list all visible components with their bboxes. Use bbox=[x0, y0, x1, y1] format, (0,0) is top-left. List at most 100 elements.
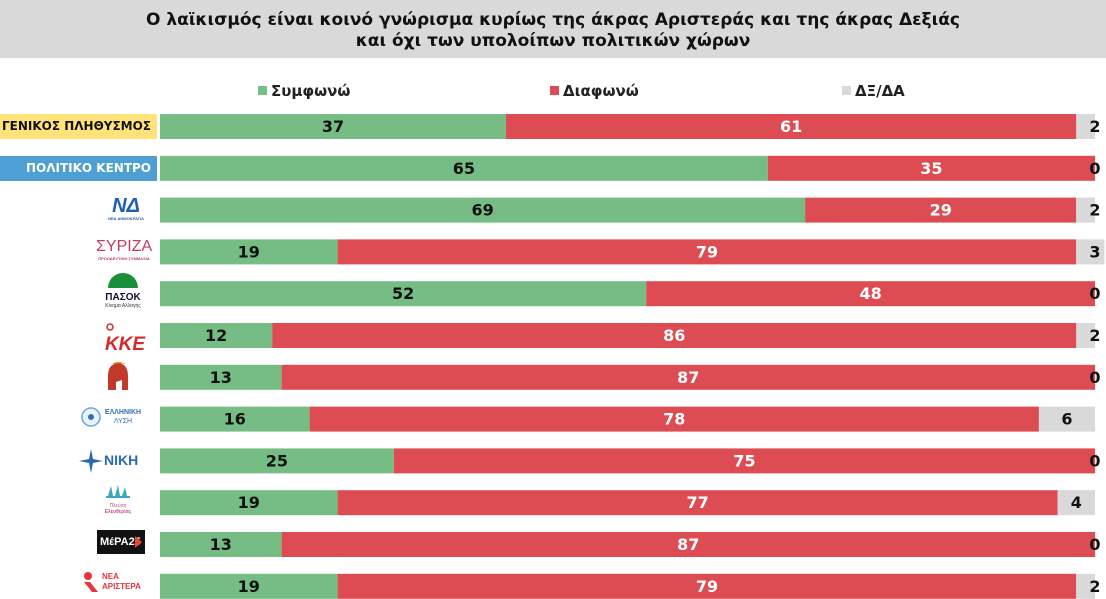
syriza-logo: ΣΥΡΙΖΑ ΠΡΟΟΔΕΥΤΙΚΗ ΣΥΜΜΑΧΙΑ bbox=[96, 238, 152, 261]
value-label-disagree-5: 86 bbox=[663, 326, 685, 345]
value-label-disagree-7: 78 bbox=[663, 410, 685, 429]
bar-agree-1 bbox=[160, 155, 768, 181]
value-label-agree-5: 12 bbox=[205, 326, 227, 345]
bar-dk-2 bbox=[1076, 197, 1095, 223]
kke-hammer-sickle-icon bbox=[106, 323, 114, 331]
plefsi-logo: Πλεύση Ελευθερίας bbox=[104, 484, 132, 515]
syriza-logo-sub: ΠΡΟΟΔΕΥΤΙΚΗ ΣΥΜΜΑΧΙΑ bbox=[98, 256, 150, 261]
bar-agree-10 bbox=[160, 532, 282, 557]
row-label-general: ΓΕΝΙΚΟΣ ΠΛΗΘΥΣΜΟΣ bbox=[0, 114, 157, 139]
value-label-dk-4: 0 bbox=[1089, 284, 1100, 303]
value-label-dk-8: 0 bbox=[1089, 451, 1100, 470]
mera25-arrow-icon bbox=[135, 536, 142, 548]
legend-agree-label: Συμφωνώ bbox=[271, 82, 351, 100]
value-label-agree-6: 13 bbox=[210, 368, 232, 387]
plefsi-ships-icon bbox=[106, 485, 130, 498]
bar-agree-8 bbox=[160, 448, 394, 474]
legend-dk-label: ΔΞ/ΔΑ bbox=[855, 82, 905, 100]
bar-disagree-0 bbox=[505, 114, 1077, 139]
bar-disagree-7 bbox=[309, 406, 1039, 432]
bar-disagree-6 bbox=[281, 364, 1096, 390]
value-label-dk-3: 3 bbox=[1089, 242, 1100, 261]
value-label-dk-1: 0 bbox=[1089, 159, 1100, 178]
pasok-logo: ΠΑΣΟΚ Κίνημα Αλλαγής bbox=[100, 272, 146, 309]
bar-disagree-3 bbox=[337, 239, 1077, 265]
spartiates-logo bbox=[102, 360, 132, 397]
niki-logo-mark: ΝΙΚΗ bbox=[104, 452, 139, 468]
pasok-logo-sub: Κίνημα Αλλαγής bbox=[105, 303, 141, 309]
bar-agree-6 bbox=[160, 364, 282, 390]
value-label-disagree-11: 79 bbox=[696, 577, 718, 596]
bar-disagree-1 bbox=[767, 155, 1096, 181]
value-label-agree-0: 37 bbox=[322, 117, 344, 136]
value-label-agree-4: 52 bbox=[392, 284, 414, 303]
value-label-disagree-3: 79 bbox=[696, 242, 718, 261]
bar-dk-7 bbox=[1038, 406, 1095, 432]
legend-agree: Συμφωνώ bbox=[258, 82, 350, 100]
nd-logo-sub: ΝΕΑ ΔΗΜΟΚΡΑΤΙΑ bbox=[108, 216, 144, 221]
bar-dk-9 bbox=[1057, 490, 1095, 516]
chart-title: Ο λαϊκισμός είναι κοινό γνώρισμα κυρίως … bbox=[0, 0, 1106, 58]
bar-agree-3 bbox=[160, 239, 338, 265]
bar-agree-4 bbox=[160, 281, 647, 307]
elliniki-lysi-text-1: ΕΛΛΗΝΙΚΗ bbox=[104, 409, 142, 416]
nd-logo-mark: ΝΔ bbox=[112, 195, 140, 217]
bar-disagree-11 bbox=[337, 573, 1077, 599]
value-label-dk-2: 2 bbox=[1089, 201, 1100, 220]
value-label-agree-9: 19 bbox=[238, 493, 260, 512]
value-label-disagree-10: 87 bbox=[677, 535, 699, 554]
legend-disagree-swatch bbox=[550, 86, 559, 95]
bar-agree-11 bbox=[160, 573, 338, 599]
value-label-disagree-2: 29 bbox=[930, 201, 952, 220]
value-label-dk-5: 2 bbox=[1089, 326, 1100, 345]
value-label-dk-10: 0 bbox=[1089, 535, 1100, 554]
niki-star-icon bbox=[79, 449, 103, 473]
legend-dk: ΔΞ/ΔΑ bbox=[842, 82, 905, 100]
bar-disagree-5 bbox=[272, 323, 1077, 348]
value-label-disagree-1: 35 bbox=[920, 159, 942, 178]
value-label-agree-11: 19 bbox=[238, 577, 260, 596]
nea-aristera-figure-icon bbox=[84, 572, 98, 592]
value-label-dk-9: 4 bbox=[1071, 493, 1082, 512]
value-label-agree-8: 25 bbox=[266, 451, 288, 470]
pasok-sun-icon bbox=[108, 273, 138, 288]
value-label-agree-2: 69 bbox=[471, 201, 493, 220]
value-label-agree-3: 19 bbox=[238, 242, 260, 261]
value-label-disagree-4: 48 bbox=[859, 284, 881, 303]
bar-dk-5 bbox=[1076, 323, 1095, 348]
value-label-dk-11: 2 bbox=[1089, 577, 1100, 596]
bar-dk-3 bbox=[1076, 239, 1105, 265]
legend-disagree-label: Διαφωνώ bbox=[563, 82, 639, 100]
pasok-logo-mark: ΠΑΣΟΚ bbox=[105, 292, 141, 303]
bar-disagree-10 bbox=[281, 532, 1096, 557]
elliniki-lysi-text-2: ΛΥΣΗ bbox=[113, 418, 133, 425]
nd-logo: ΝΔ ΝΕΑ ΔΗΜΟΚΡΑΤΙΑ bbox=[102, 196, 150, 221]
bar-dk-0 bbox=[1076, 114, 1095, 139]
mera25-logo-mark: ΜέΡΑ25 bbox=[100, 536, 141, 548]
value-label-dk-0: 2 bbox=[1089, 117, 1100, 136]
title-line-1: Ο λαϊκισμός είναι κοινό γνώρισμα κυρίως … bbox=[146, 10, 960, 30]
legend-dk-swatch bbox=[842, 86, 851, 95]
kke-logo: ΚΚΕ bbox=[102, 318, 148, 354]
value-label-agree-10: 13 bbox=[210, 535, 232, 554]
bar-agree-5 bbox=[160, 323, 273, 348]
elliniki-lysi-emblem-icon bbox=[81, 407, 101, 427]
bar-disagree-8 bbox=[393, 448, 1096, 474]
value-label-disagree-6: 87 bbox=[677, 368, 699, 387]
bar-agree-7 bbox=[160, 406, 310, 432]
bar-agree-0 bbox=[160, 114, 506, 139]
value-label-agree-1: 65 bbox=[453, 159, 475, 178]
bar-agree-2 bbox=[160, 197, 806, 223]
bar-agree-9 bbox=[160, 490, 338, 516]
nea-aristera-text-1: ΝΕΑ bbox=[102, 572, 119, 581]
row-label-center: ΠΟΛΙΤΙΚΟ ΚΕΝΤΡΟ bbox=[0, 156, 157, 181]
value-label-disagree-9: 77 bbox=[686, 493, 708, 512]
value-label-dk-6: 0 bbox=[1089, 368, 1100, 387]
kke-logo-mark: ΚΚΕ bbox=[104, 334, 146, 355]
bar-disagree-2 bbox=[805, 197, 1077, 223]
value-label-agree-7: 16 bbox=[224, 410, 246, 429]
plefsi-text-2: Ελευθερίας bbox=[104, 509, 132, 515]
value-label-dk-7: 6 bbox=[1061, 410, 1072, 429]
bar-dk-11 bbox=[1076, 573, 1095, 599]
